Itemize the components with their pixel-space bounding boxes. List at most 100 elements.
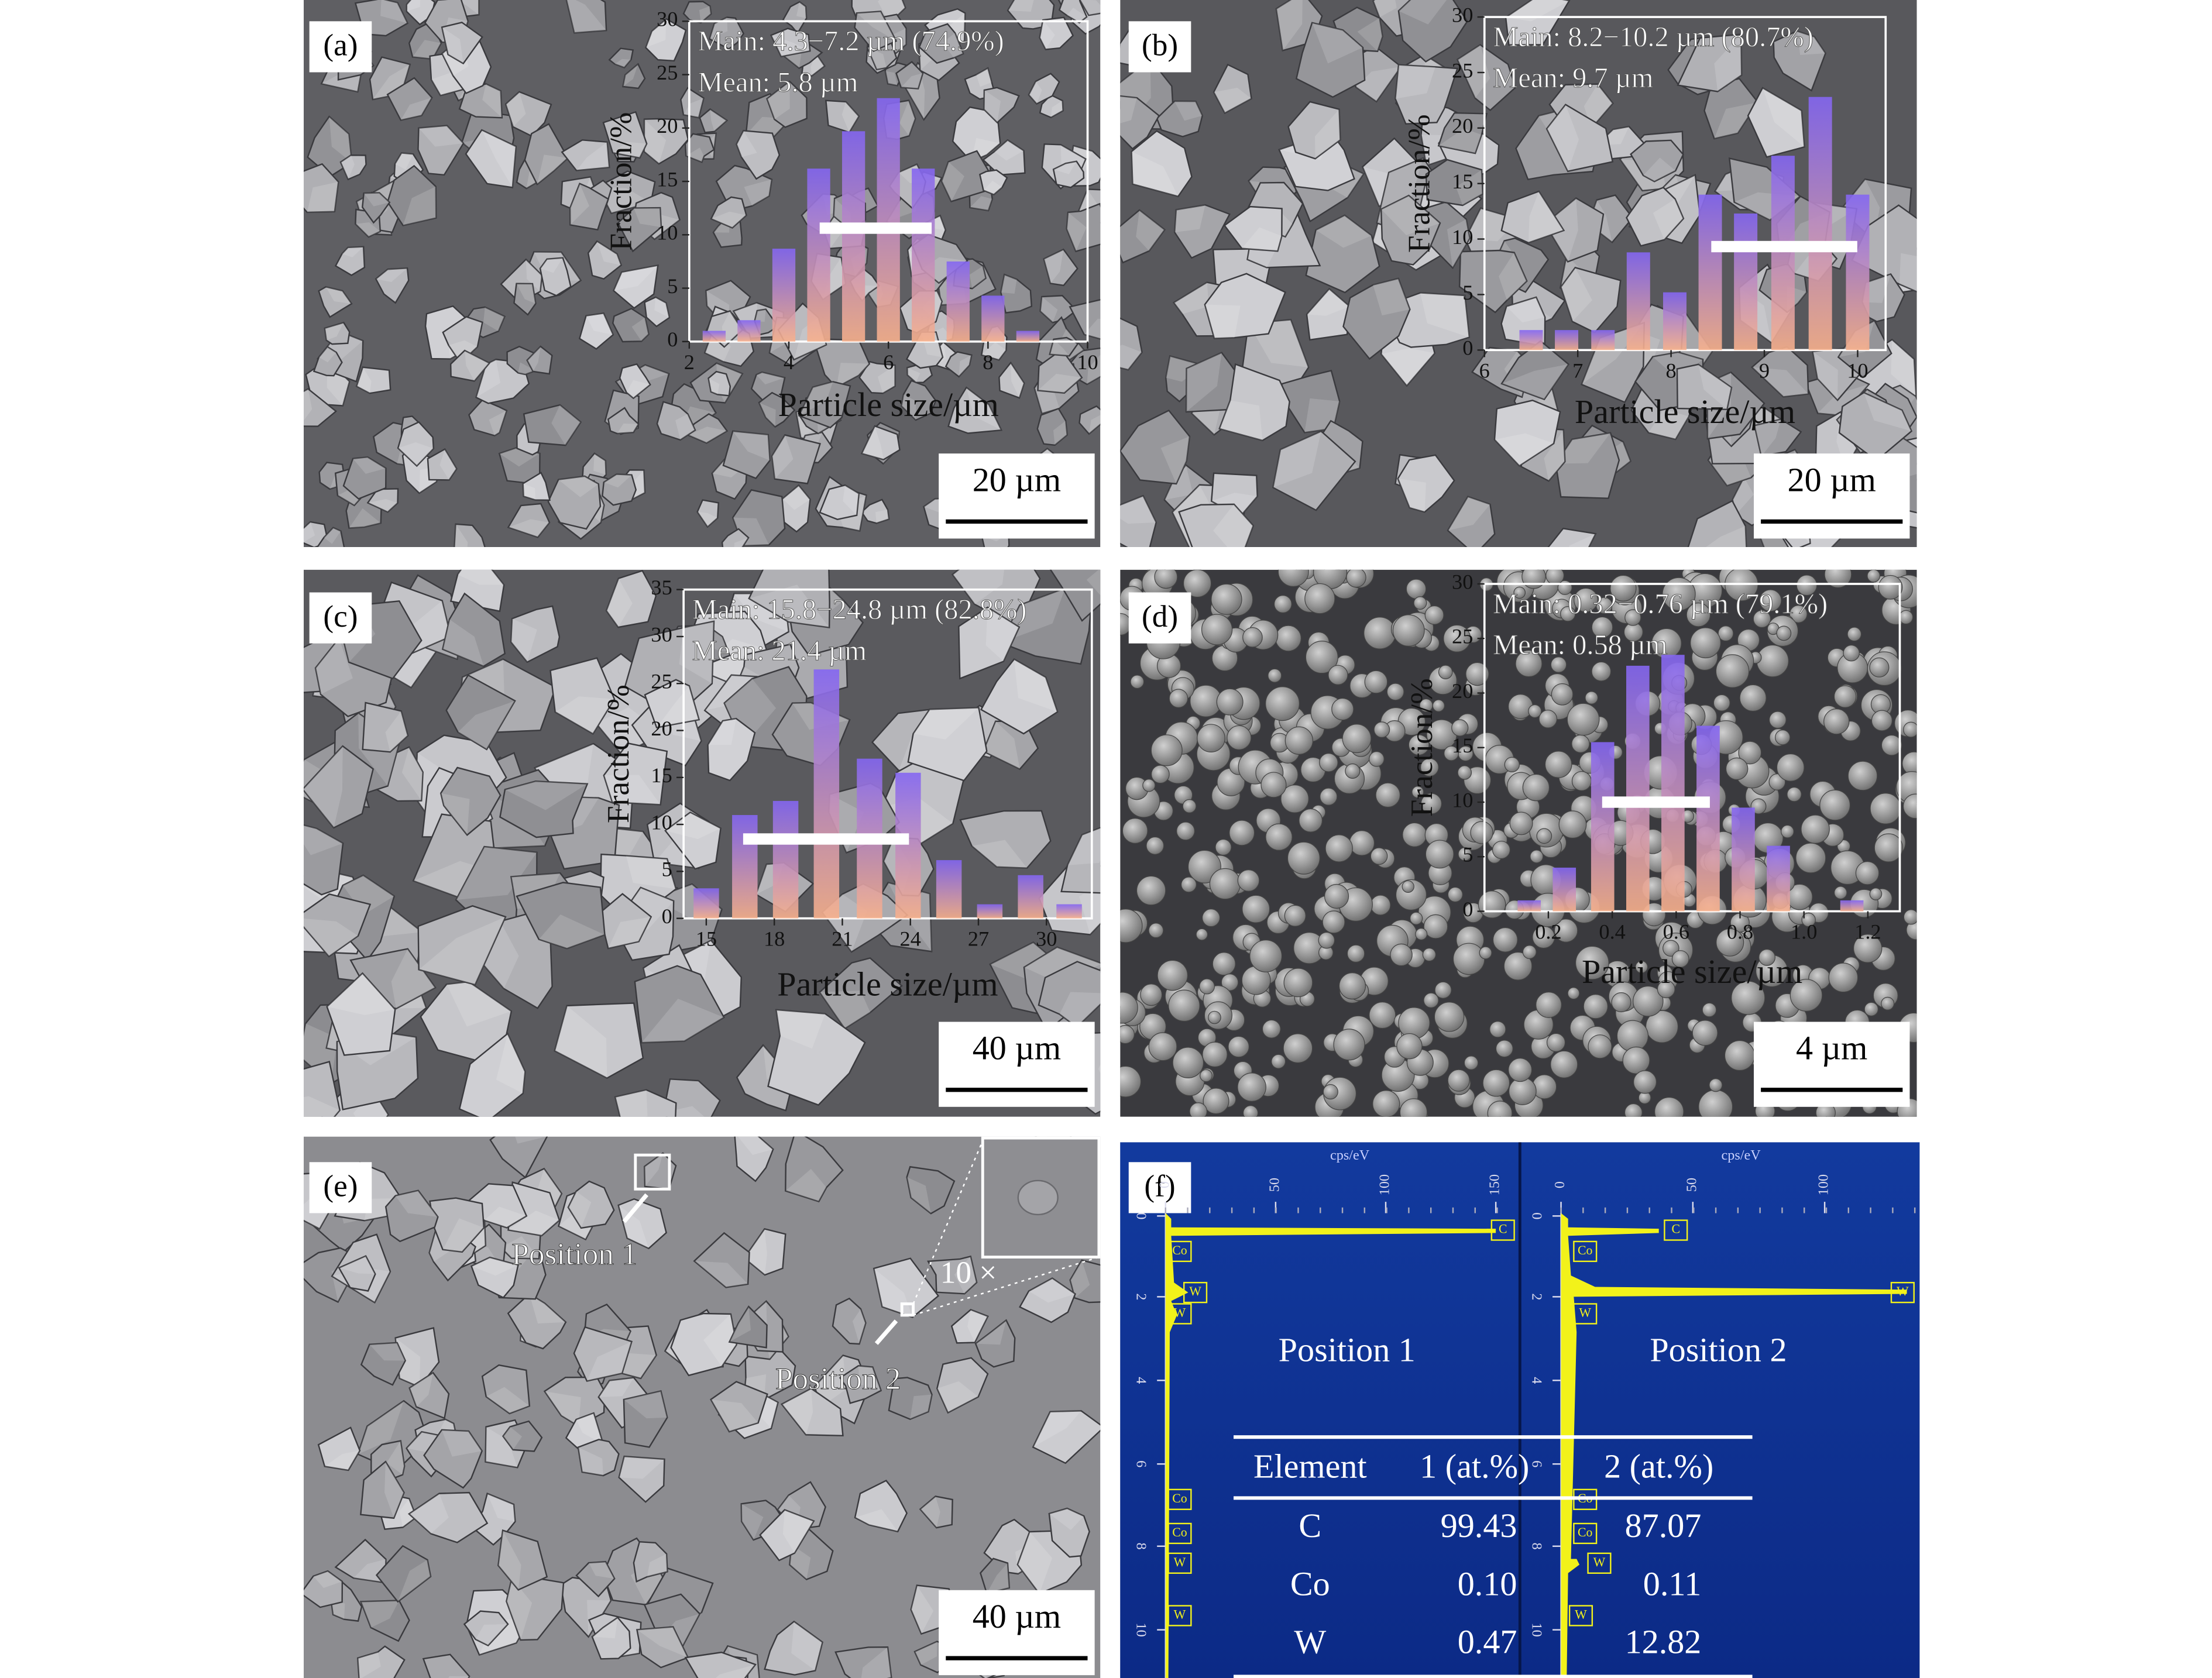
table-header: Element [1253, 1447, 1367, 1485]
agglomerate [1470, 821, 1493, 844]
agglomerate [1633, 985, 1664, 1017]
agglomerate [1325, 834, 1353, 862]
bar [1734, 213, 1758, 350]
particle [618, 1455, 665, 1503]
agglomerate [1662, 577, 1696, 611]
particle [860, 425, 901, 460]
peak-label: Co [1172, 1243, 1187, 1257]
particle [498, 446, 541, 486]
agglomerate [1692, 1020, 1718, 1046]
agglomerate [1304, 583, 1335, 614]
agglomerate [1216, 688, 1244, 716]
sem-image [303, 0, 1101, 548]
bar [841, 131, 865, 342]
particle [454, 523, 486, 548]
agglomerate [1698, 1089, 1733, 1117]
agglomerate [1197, 724, 1225, 752]
agglomerate [1551, 683, 1574, 706]
bar [1552, 867, 1576, 912]
particle [339, 154, 367, 181]
agglomerate [1150, 734, 1183, 766]
bar [1663, 292, 1687, 350]
particle-facet [1653, 199, 1684, 240]
particle-facet [409, 1373, 434, 1407]
x-tick-label: 24 [900, 927, 921, 951]
agglomerate [1847, 627, 1862, 642]
particle-facet [566, 0, 607, 33]
particle [578, 312, 614, 350]
particle-facet [592, 1617, 618, 1639]
table-cell: 99.43 [1441, 1507, 1517, 1545]
particle-facet [342, 246, 364, 257]
agglomerate [1419, 698, 1433, 713]
particle [1213, 63, 1252, 114]
particle [1120, 409, 1191, 485]
agglomerate [1201, 909, 1221, 927]
x-tick-label: 0.6 [1663, 920, 1689, 944]
particle-facet [613, 265, 658, 291]
agglomerate [1869, 657, 1890, 678]
agglomerate [1731, 981, 1766, 1015]
y-tick-label: 15 [651, 764, 672, 787]
agglomerate [1283, 1033, 1313, 1064]
agglomerate [1789, 604, 1808, 623]
particle-facet [1214, 87, 1252, 114]
bar [1732, 807, 1755, 912]
particle-facet [771, 35, 810, 57]
agglomerate [1265, 823, 1293, 851]
particle-facet [483, 307, 505, 332]
agglomerate [1324, 883, 1349, 909]
x-tick-label: 100 [1377, 1174, 1393, 1195]
y-tick-label: 0 [667, 328, 678, 351]
particle-facet [675, 414, 696, 440]
agglomerate [1725, 757, 1749, 780]
bar [772, 249, 796, 342]
particle-facet [504, 781, 588, 810]
particle [539, 257, 572, 297]
particle [1751, 346, 1809, 398]
particle-facet [1120, 496, 1156, 524]
particle [1773, 30, 1826, 92]
agglomerate [1554, 919, 1578, 943]
agglomerate [1196, 928, 1208, 941]
agglomerate [1260, 772, 1287, 798]
particle-facet [439, 449, 457, 480]
particle [780, 1387, 844, 1437]
particle-facet [1357, 18, 1383, 51]
particle-facet [1213, 504, 1253, 548]
agglomerate [1148, 923, 1164, 938]
particle [633, 1541, 668, 1583]
particle-facet [1643, 157, 1676, 182]
particle-facet [315, 638, 353, 694]
peak-label-box [1573, 1240, 1598, 1263]
agglomerate [1903, 721, 1917, 738]
particle [356, 1645, 406, 1678]
particle-facet [1070, 1260, 1090, 1298]
particle-facet [446, 981, 511, 1027]
particle [1019, 1277, 1076, 1323]
particle [360, 1460, 405, 1519]
particle-facet [613, 142, 647, 158]
particle [1069, 299, 1101, 340]
particle-facet [1381, 348, 1435, 386]
table-cell: 0.11 [1643, 1564, 1702, 1603]
agglomerate [1237, 869, 1260, 892]
agglomerate [1633, 1070, 1657, 1094]
particle-facet [1314, 109, 1341, 159]
particle-facet [776, 1009, 826, 1049]
y-tick-label: 30 [657, 8, 678, 31]
particle-facet [501, 1236, 540, 1259]
bar [1808, 97, 1832, 350]
particle-facet [920, 1496, 940, 1528]
agglomerate [1199, 978, 1215, 995]
bar [1661, 655, 1685, 912]
particle-facet [699, 6, 712, 23]
agglomerate [1277, 569, 1309, 587]
main-range-bar [1602, 796, 1710, 808]
particle-facet [395, 1190, 438, 1218]
agglomerate [1878, 575, 1903, 600]
particle-facet [340, 155, 355, 180]
agglomerate [1588, 1034, 1612, 1059]
particle-facet [782, 1509, 814, 1553]
peak-label: Co [1172, 1525, 1187, 1539]
